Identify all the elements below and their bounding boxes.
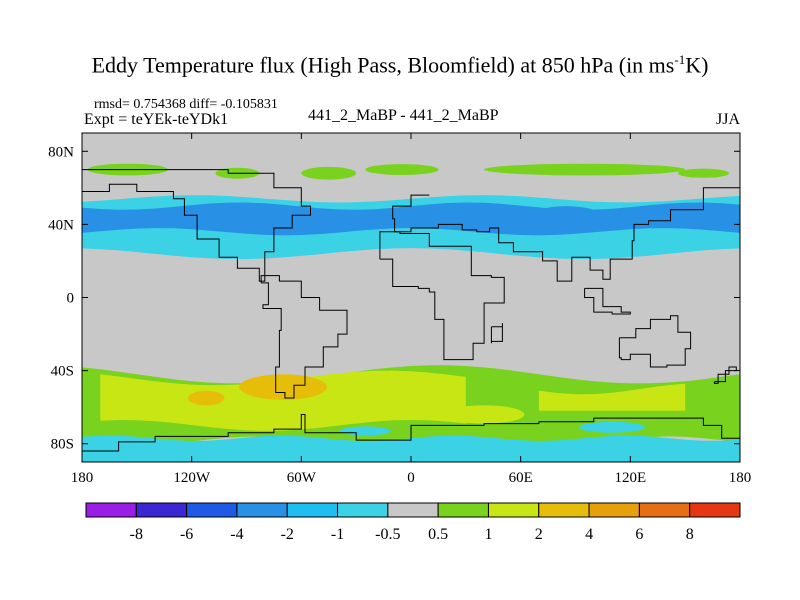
southern-secondary-max bbox=[443, 405, 525, 424]
colorbar-label: -0.5 bbox=[375, 526, 400, 543]
title-end: K) bbox=[685, 52, 709, 78]
northern-midlatitude-max bbox=[529, 206, 603, 229]
x-tick-label: 180 bbox=[71, 470, 94, 486]
colorbar-label: -1 bbox=[331, 526, 344, 543]
colorbar-swatch bbox=[588, 502, 640, 518]
experiment-label: Expt = teYEk-teYDk1 bbox=[84, 111, 229, 128]
season-label: JJA bbox=[715, 111, 740, 128]
colorbar-swatch bbox=[387, 502, 439, 518]
comparison-label: 441_2_MaBP - 441_2_MaBP bbox=[308, 107, 499, 124]
antarctic-negative-patch bbox=[339, 426, 391, 436]
colorbar-label: 8 bbox=[686, 526, 694, 543]
chart-title: Eddy Temperature flux (High Pass, Bloomf… bbox=[0, 52, 800, 78]
colorbar-swatch bbox=[337, 502, 389, 518]
colorbar-label: -8 bbox=[130, 526, 143, 543]
x-tick-label: 180 bbox=[729, 470, 752, 486]
title-superscript: -1 bbox=[674, 52, 686, 67]
y-tick-label: 80S bbox=[51, 437, 74, 453]
arctic-positive-patch bbox=[301, 166, 357, 180]
y-tick-label: 0 bbox=[67, 291, 75, 307]
colorbar-label: 4 bbox=[585, 526, 593, 543]
antarctic-negative-patch bbox=[579, 421, 645, 433]
northern-midlatitude-max bbox=[96, 211, 141, 223]
africa-coast bbox=[379, 231, 505, 361]
colorbar-swatch bbox=[186, 502, 238, 518]
indonesia-coast bbox=[584, 287, 631, 315]
arctic-positive-patch bbox=[677, 168, 730, 178]
southern-core bbox=[100, 370, 466, 431]
antarctica-coast bbox=[82, 414, 740, 452]
northern-midlatitude-max bbox=[434, 206, 516, 225]
colorbar-swatch bbox=[437, 502, 489, 518]
rmsd-diff-stats: rmsd= 0.754368 diff= -0.105831 bbox=[94, 97, 278, 112]
colorbar-label: -2 bbox=[281, 526, 294, 543]
colorbar-swatch bbox=[689, 502, 741, 518]
x-tick-label: 120W bbox=[173, 470, 211, 486]
colorbar-swatch bbox=[236, 502, 288, 518]
y-tick-label: 40N bbox=[48, 217, 74, 233]
colorbar-label: 2 bbox=[535, 526, 543, 543]
southern-max bbox=[188, 390, 225, 406]
colorbar-label: -6 bbox=[180, 526, 193, 543]
southern-max bbox=[239, 374, 327, 400]
north-america-coast bbox=[82, 169, 311, 282]
x-tick-label: 120E bbox=[614, 470, 646, 486]
x-tick-label: 0 bbox=[407, 470, 415, 486]
colorbar-swatch bbox=[638, 502, 691, 518]
colorbar-swatch bbox=[286, 502, 339, 518]
x-tick-label: 60E bbox=[509, 470, 533, 486]
south-america-coast bbox=[260, 275, 348, 399]
southern-core-east bbox=[538, 383, 686, 411]
colorbar-label: 0.5 bbox=[428, 526, 448, 543]
eurasia-coast bbox=[392, 176, 740, 282]
arctic-positive-patch bbox=[365, 164, 439, 176]
colorbar-label: 1 bbox=[484, 526, 492, 543]
colorbar-label: -4 bbox=[230, 526, 243, 543]
y-tick-label: 40S bbox=[51, 364, 74, 380]
new-zealand-coast bbox=[713, 366, 737, 384]
title-main: Eddy Temperature flux (High Pass, Bloomf… bbox=[91, 52, 675, 78]
colorbar-swatch bbox=[538, 502, 590, 518]
arctic-positive-patch bbox=[484, 163, 686, 176]
antarctic-coast-negative bbox=[82, 435, 740, 462]
colorbar-label: 6 bbox=[635, 526, 643, 543]
australia-coast bbox=[618, 315, 692, 368]
y-tick-label: 80N bbox=[48, 144, 74, 160]
colorbar-swatch bbox=[135, 502, 188, 518]
madagascar-coast bbox=[490, 323, 503, 344]
colorbar-swatch bbox=[487, 502, 540, 518]
colorbar-swatch bbox=[85, 502, 137, 518]
x-tick-label: 60W bbox=[287, 470, 317, 486]
